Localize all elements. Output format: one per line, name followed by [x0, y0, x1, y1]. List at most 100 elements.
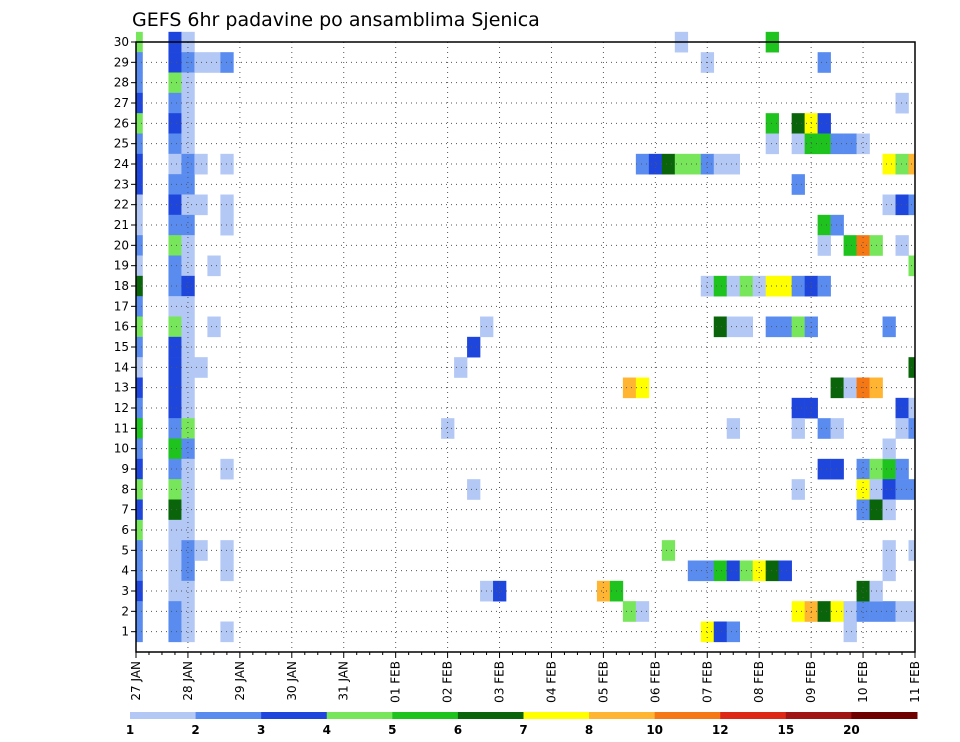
legend-swatch: [654, 712, 721, 719]
heatmap-cell: [882, 499, 896, 521]
heatmap-cell: [136, 255, 143, 277]
x-tick-label: 04 FEB: [544, 661, 558, 703]
heatmap-cell: [791, 133, 805, 155]
heatmap-cell: [441, 418, 455, 439]
heatmap-cell: [136, 316, 143, 338]
heatmap-cell: [181, 499, 195, 521]
heatmap-cell: [596, 580, 611, 602]
legend-label: 8: [585, 723, 593, 737]
heatmap-cell: [168, 235, 182, 256]
heatmap-cell: [181, 540, 195, 561]
x-tick-label: 29 JAN: [233, 661, 247, 701]
heatmap-cell: [700, 621, 715, 643]
heatmap-cell: [765, 133, 779, 155]
heatmap-cell: [467, 479, 481, 500]
heatmap-cell: [830, 214, 844, 236]
heatmap-cell: [791, 316, 805, 338]
heatmap-cell: [136, 275, 143, 297]
x-tick-label: 30 JAN: [285, 661, 299, 701]
legend-swatch: [130, 712, 197, 719]
heatmap-cell: [168, 357, 182, 378]
heatmap-cell: [895, 458, 909, 480]
heatmap-cell: [843, 235, 857, 256]
heatmap-cell: [856, 601, 870, 622]
heatmap-cell: [882, 479, 896, 500]
heatmap-cell: [843, 621, 857, 643]
heatmap-cell: [220, 458, 234, 480]
legend-swatch: [523, 712, 590, 719]
heatmap-cell: [136, 133, 143, 155]
y-axis: 1234567891011121314151617181920212223242…: [114, 35, 136, 639]
heatmap-cell: [168, 438, 182, 460]
heatmap-cell: [181, 133, 195, 155]
heatmap-cell: [882, 540, 896, 561]
heatmap-cell: [467, 336, 481, 358]
heatmap-cell: [661, 153, 676, 175]
x-tick-label: 27 JAN: [129, 661, 143, 701]
heatmap-cell: [220, 540, 234, 561]
heatmap-cell: [882, 438, 896, 460]
heatmap-cell: [136, 153, 143, 175]
heatmap-cell: [181, 397, 195, 419]
heatmap-cell: [181, 519, 195, 541]
y-tick-label: 17: [114, 299, 129, 313]
y-tick-label: 8: [121, 482, 129, 496]
heatmap-cell: [791, 479, 805, 500]
heatmap-cell: [181, 214, 195, 236]
heatmap-cell: [791, 601, 805, 622]
heatmap-cell: [220, 153, 234, 175]
heatmap-cell: [895, 418, 909, 439]
y-tick-label: 27: [114, 96, 129, 110]
heatmap-cell: [181, 174, 195, 195]
heatmap-cell: [168, 519, 182, 541]
y-tick-label: 3: [121, 584, 129, 598]
heatmap-cell: [168, 296, 182, 317]
heatmap-cell: [817, 275, 831, 297]
y-tick-label: 4: [121, 564, 129, 578]
heatmap-cell: [136, 174, 143, 195]
heatmap-cell: [726, 153, 741, 175]
heatmap-cell: [895, 397, 909, 419]
heatmap-cell: [843, 133, 857, 155]
heatmap-cell: [700, 275, 715, 297]
y-tick-label: 11: [114, 421, 129, 435]
legend-swatch: [392, 712, 459, 719]
y-tick-label: 29: [114, 55, 129, 69]
legend-label: 7: [519, 723, 527, 737]
heatmap-cell: [765, 113, 779, 134]
heatmap-cell: [830, 601, 844, 622]
heatmap-cell: [713, 621, 728, 643]
legend-label: 3: [257, 723, 265, 737]
y-tick-label: 26: [114, 116, 129, 130]
heatmap-cell: [778, 275, 792, 297]
heatmap-cell: [882, 153, 896, 175]
heatmap-cell: [136, 540, 143, 561]
heatmap-cell: [791, 397, 805, 419]
heatmap-cell: [220, 52, 234, 73]
heatmap-cell: [765, 560, 779, 582]
chart-title: GEFS 6hr padavine po ansamblima Sjenica: [132, 9, 540, 31]
heatmap-cell: [830, 458, 844, 480]
heatmap-cell: [791, 275, 805, 297]
heatmap-cell: [635, 153, 650, 175]
heatmap-cell: [752, 275, 766, 297]
y-tick-label: 25: [114, 137, 129, 151]
heatmap-cell: [168, 397, 182, 419]
heatmap-cell: [168, 72, 182, 94]
heatmap-cell: [882, 601, 896, 622]
heatmap-cell: [181, 560, 195, 582]
heatmap-cell: [181, 601, 195, 622]
y-tick-label: 19: [114, 259, 129, 273]
x-tick-label: 06 FEB: [648, 661, 662, 703]
heatmap-cell: [181, 235, 195, 256]
heatmap-cell: [817, 458, 831, 480]
heatmap-cell: [168, 255, 182, 277]
heatmap-cell: [168, 153, 182, 175]
heatmap-cell: [687, 153, 702, 175]
y-tick-label: 12: [114, 401, 129, 415]
heatmap-cell: [817, 133, 831, 155]
y-tick-label: 28: [114, 76, 129, 90]
heatmap-cell: [136, 296, 143, 317]
heatmap-cell: [168, 194, 182, 216]
legend-swatch: [457, 712, 524, 719]
